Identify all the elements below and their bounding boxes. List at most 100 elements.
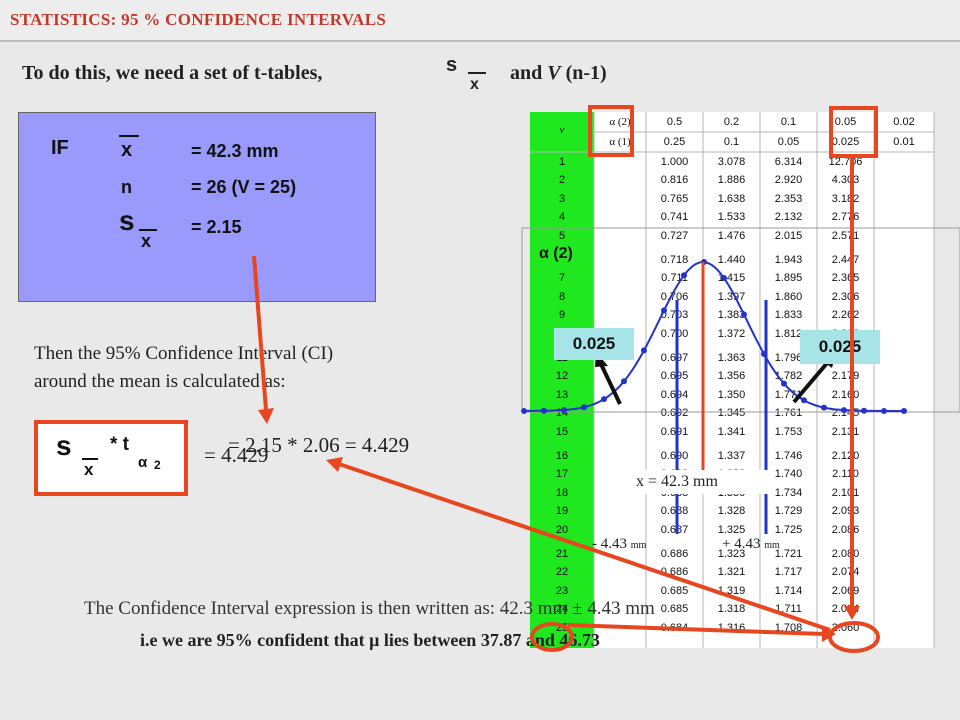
ttable-value-cell: 0.687 — [660, 523, 689, 536]
ci-expression: The Confidence Interval expression is th… — [84, 598, 655, 619]
plus-value: + 4.43 — [722, 536, 761, 552]
chart-frame — [521, 227, 960, 413]
formula-x: x — [84, 460, 94, 479]
ttable-value-cell: 1.321 — [717, 566, 746, 579]
ttable-df-cell: 19 — [555, 505, 569, 518]
ttable-value-cell: 0.816 — [660, 174, 689, 187]
ttable-value-cell: 1.440 — [717, 254, 746, 266]
df25-highlight — [530, 622, 574, 652]
ttable-df-cell: 9 — [558, 309, 566, 322]
ttable-value-cell: 1.476 — [717, 229, 746, 242]
ttable-df-cell: 24 — [555, 603, 569, 616]
alpha2-label: α (2) — [535, 245, 577, 263]
curve-point — [781, 380, 787, 387]
ttable-value-cell: 0.686 — [660, 548, 689, 560]
ttable-value-cell: 1.638 — [717, 192, 746, 205]
ttable-value-cell: 0.700 — [660, 327, 689, 340]
ttable-body — [594, 112, 934, 648]
df-to-t-arrow — [567, 623, 825, 636]
ci-line-1: Then the 95% Confidence Interval (CI) — [34, 343, 334, 364]
curve-point — [681, 272, 687, 279]
ttable-value-cell: 1.337 — [717, 450, 746, 462]
ttable-value-cell: 1.943 — [774, 254, 803, 266]
ttable-df-cell: 1 — [558, 156, 566, 168]
ttable-df-cell: 7 — [558, 272, 566, 285]
ttable-alpha2-cell: 0.5 — [666, 116, 683, 128]
ci-conclusion: i.e we are 95% confident that μ lies bet… — [140, 630, 600, 650]
ttable-value-cell: 1.895 — [774, 272, 803, 285]
ttable-value-cell: 1.746 — [774, 450, 803, 462]
ttable-value-cell: 1.397 — [717, 290, 746, 303]
calc-line-2: = 4.429 — [204, 443, 269, 467]
ttable-value-cell: 1.363 — [717, 352, 746, 364]
ttable-df-cell: 20 — [555, 523, 569, 536]
t-to-calc-arrow — [335, 461, 831, 632]
curve-point — [841, 407, 847, 414]
n-label: n — [121, 177, 132, 197]
slide-title: STATISTICS: 95 % CONFIDENCE INTERVALS — [10, 10, 387, 29]
ttable-value-cell: 1.000 — [660, 156, 689, 168]
if-label: IF — [51, 137, 69, 159]
ttable-df-cell: 5 — [558, 229, 566, 242]
t-value-highlight — [828, 621, 880, 653]
minus-value: - 4.43 — [592, 536, 627, 552]
ttable-alpha2-cell: 0.2 — [723, 116, 740, 128]
formula-xbar-line — [82, 458, 98, 460]
ttable-value-cell: 1.812 — [774, 327, 803, 340]
xbar-label: x — [121, 139, 133, 161]
ttable-value-cell: 1.345 — [717, 407, 746, 420]
ttable-value-cell: 1.734 — [774, 486, 803, 499]
left-tail-callout: 0.025 — [554, 328, 634, 360]
ttable-alpha2-cell: 0.1 — [780, 116, 797, 128]
ttable-value-cell: 0.741 — [660, 211, 689, 224]
ttable-df-cell: 22 — [555, 566, 569, 579]
ttable-alpha1-cell: 0.25 — [663, 136, 686, 148]
ttable-value-cell: 2.353 — [774, 192, 803, 205]
curve-point — [521, 408, 527, 414]
ttable-value-cell: 2.920 — [774, 174, 803, 187]
ttable-value-cell: 6.314 — [774, 156, 803, 168]
ttable-value-cell: 1.328 — [717, 505, 746, 518]
minus-unit: mm — [630, 540, 647, 551]
ttable-value-cell: 1.721 — [774, 548, 803, 560]
ttable-value-cell: 1.341 — [717, 425, 746, 438]
ttable-alpha1-cell: α (1) — [609, 136, 631, 148]
curve-point — [661, 307, 667, 314]
ttable-value-cell: 2.132 — [774, 211, 803, 224]
ttable-value-cell: 1.323 — [717, 548, 746, 560]
left-tail-arrow — [598, 361, 622, 405]
ttable-value-cell: 0.718 — [660, 254, 689, 266]
ttable-value-cell: 0.685 — [660, 603, 689, 616]
curve-point — [581, 404, 587, 411]
ttable-value-cell: 1.717 — [774, 566, 803, 579]
curve-point — [881, 408, 887, 414]
ttable-df-cell: 3 — [558, 192, 566, 205]
n-value: = 26 (V = 25) — [191, 177, 297, 197]
ttable-value-cell: 0.685 — [660, 584, 689, 597]
ttable-df-cell: 13 — [555, 388, 569, 401]
ttable-alpha2-cell: α (2) — [609, 116, 631, 128]
ttable-df-cell: 8 — [558, 290, 566, 303]
ttable-alpha1-cell: 0.01 — [893, 136, 915, 148]
ttable-value-cell: 0.691 — [660, 425, 689, 438]
intro-sx-sub: x — [470, 76, 479, 93]
ttable-value-cell: 1.318 — [717, 603, 746, 616]
curve-point — [621, 378, 627, 385]
curve-point — [721, 275, 727, 281]
alpha-highlight-box — [588, 105, 634, 157]
ttable-value-cell: 0.706 — [660, 290, 689, 303]
ttable-value-cell: 1.886 — [717, 174, 746, 187]
ttable-value-cell: 1.833 — [774, 309, 803, 322]
curve-point — [601, 396, 607, 403]
ttable-value-cell: 1.761 — [774, 407, 803, 420]
ttable-df-cell: 15 — [555, 425, 569, 438]
curve-point — [821, 404, 827, 411]
calc-line-1: = 2.15 * 2.06 = 4.429 — [228, 433, 410, 457]
sx-to-calc-arrowhead — [258, 408, 274, 424]
ttable-value-cell: 3.078 — [717, 156, 746, 168]
ttable-value-cell: 1.325 — [717, 523, 746, 536]
ttable-df-cell: 12 — [555, 370, 569, 383]
curve-point — [641, 347, 647, 354]
ttable-df-cell: 23 — [555, 584, 569, 597]
